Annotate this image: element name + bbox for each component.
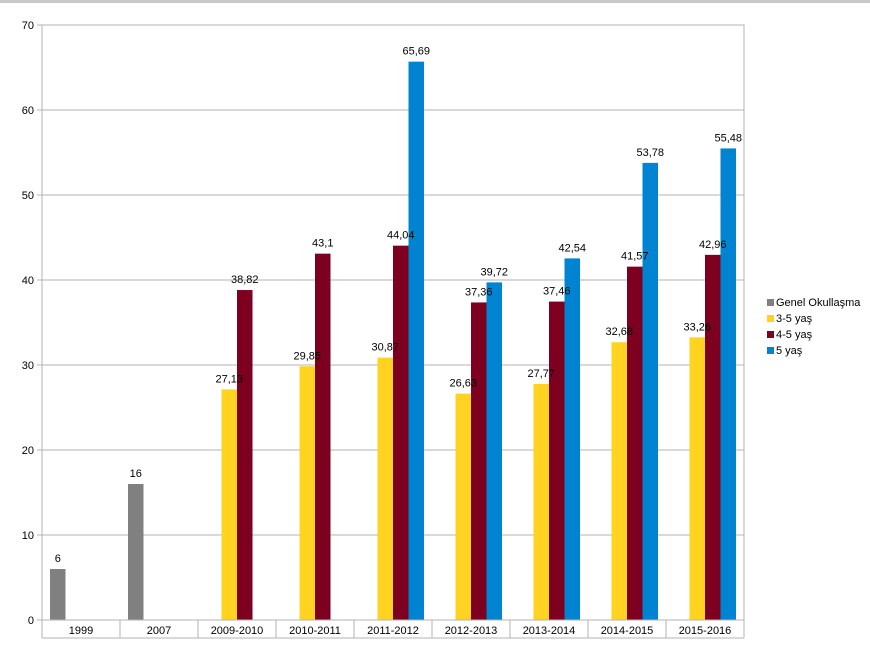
x-tick-label: 2013-2014 <box>523 625 576 637</box>
bar-3-5-yaş <box>377 357 393 620</box>
x-tick-label: 2007 <box>147 625 171 637</box>
bar-genel-okullaşma <box>50 569 66 620</box>
data-label: 38,82 <box>231 274 259 286</box>
bar-3-5-yaş <box>689 337 705 620</box>
data-label: 55,48 <box>714 132 742 144</box>
x-tick-label: 2014-2015 <box>601 625 654 637</box>
data-label: 26,63 <box>449 378 477 390</box>
legend-label: 3-5 yaş <box>776 313 813 325</box>
bar-genel-okullaşma <box>128 484 144 620</box>
legend-swatch <box>767 315 774 322</box>
legend-label: Genel Okullaşma <box>776 297 861 309</box>
bar-4-5-yaş <box>549 301 565 620</box>
data-label: 53,78 <box>636 147 664 159</box>
data-label: 30,87 <box>371 342 399 354</box>
data-label: 37,46 <box>543 286 571 298</box>
x-tick-label: 2012-2013 <box>445 625 498 637</box>
y-tick-label: 40 <box>22 275 34 287</box>
legend-label: 5 yaş <box>776 345 803 357</box>
bar-4-5-yaş <box>627 266 643 620</box>
legend-label: 4-5 yaş <box>776 329 813 341</box>
data-label: 16 <box>130 468 142 480</box>
y-tick-label: 50 <box>22 190 34 202</box>
data-label: 41,57 <box>621 251 649 263</box>
x-tick-label: 2011-2012 <box>367 625 419 637</box>
data-label: 39,72 <box>480 266 508 278</box>
bar-5-yaş <box>720 148 736 621</box>
bars-group <box>50 61 736 621</box>
y-tick-label: 70 <box>22 20 34 32</box>
data-label: 44,04 <box>387 230 415 242</box>
y-tick-label: 20 <box>22 445 34 457</box>
bar-4-5-yaş <box>393 245 409 620</box>
bar-3-5-yaş <box>533 383 549 620</box>
legend-swatch <box>767 347 774 354</box>
bar-3-5-yaş <box>611 342 627 620</box>
bar-3-5-yaş <box>221 389 237 620</box>
x-tick-label: 2010-2011 <box>289 625 341 637</box>
x-tick-label: 1999 <box>69 625 93 637</box>
bar-5-yaş <box>486 282 502 620</box>
bar-5-yaş <box>642 162 658 620</box>
bar-5-yaş <box>408 61 424 620</box>
data-label: 27,13 <box>215 373 243 385</box>
data-label: 32,68 <box>605 326 633 338</box>
data-label: 43,1 <box>312 238 333 250</box>
data-label: 33,26 <box>683 321 711 333</box>
bar-5-yaş <box>564 258 580 620</box>
bar-3-5-yaş <box>299 366 315 620</box>
y-tick-label: 10 <box>22 530 34 542</box>
bar-3-5-yaş <box>455 393 471 620</box>
data-label: 37,36 <box>465 286 493 298</box>
bar-4-5-yaş <box>237 290 253 620</box>
x-tick-label: 2015-2016 <box>679 625 732 637</box>
window-top-border <box>0 0 870 3</box>
y-tick-label: 30 <box>22 360 34 372</box>
y-tick-label: 0 <box>28 615 34 627</box>
data-label: 65,69 <box>402 46 430 58</box>
y-tick-label: 60 <box>22 105 34 117</box>
data-label: 42,96 <box>699 239 727 251</box>
legend: Genel Okullaşma 3-5 yaş 4-5 yaş 5 yaş <box>767 297 861 357</box>
plot-area-border <box>41 24 745 621</box>
data-label: 27,77 <box>527 368 555 380</box>
bar-4-5-yaş <box>471 302 487 620</box>
data-labels: 6 16 27,13 29,85 30,87 26,63 27,77 32,68 33,26 38… <box>55 46 742 565</box>
data-label: 6 <box>55 553 61 565</box>
legend-swatch <box>767 299 774 306</box>
bar-4-5-yaş <box>705 254 721 620</box>
bar-4-5-yaş <box>315 253 331 620</box>
legend-swatch <box>767 331 774 338</box>
x-tick-label: 2009-2010 <box>211 625 264 637</box>
data-label: 29,85 <box>293 350 321 362</box>
data-label: 42,54 <box>558 242 586 254</box>
axes: 0 10 20 30 40 50 60 70 1999 2007 2009-2010 2010-201… <box>22 20 745 639</box>
